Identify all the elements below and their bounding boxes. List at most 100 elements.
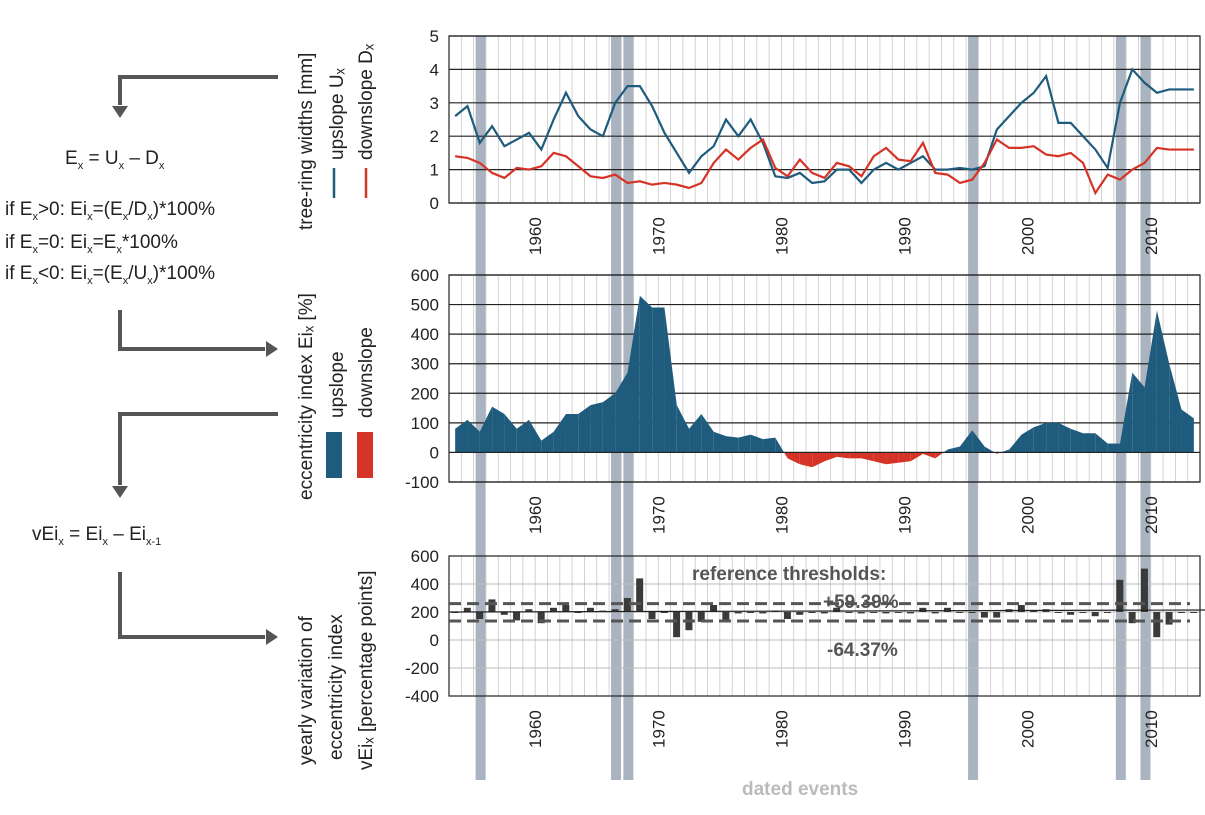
- bar: [943, 607, 951, 612]
- area-segment: [943, 449, 948, 453]
- series-downslope-line: [455, 137, 1194, 196]
- area-segment: [922, 452, 936, 459]
- bar: [636, 578, 644, 612]
- bar: [623, 598, 631, 612]
- legend-downslope-swatch: [357, 432, 373, 478]
- bar: [648, 612, 656, 619]
- formula-condition-positive: if Ex>0: Eix=(Ex/Dx)*100%: [5, 199, 216, 223]
- area-segment: [861, 452, 874, 462]
- area-segment: [972, 430, 985, 453]
- area-segment: [553, 413, 566, 453]
- bar: [549, 607, 557, 612]
- bar: [722, 612, 730, 622]
- bar: [907, 612, 915, 614]
- y-tick-label: 600: [411, 266, 439, 285]
- y-tick-label: 0: [430, 194, 439, 213]
- area-segment: [1058, 422, 1071, 453]
- bar: [1054, 612, 1062, 613]
- bar: [1140, 568, 1148, 612]
- bar: [833, 607, 841, 612]
- bar: [857, 612, 865, 614]
- x-tick-label: 1970: [649, 710, 668, 748]
- dated-event-band-0: [475, 36, 486, 780]
- bar: [919, 607, 927, 612]
- x-tick-label: 1970: [649, 217, 668, 255]
- panel1-legend-downslope: downslope Dₓ: [356, 43, 377, 160]
- threshold-negative-label: -64.37%: [827, 640, 898, 661]
- area-segment: [541, 431, 554, 453]
- area-segment: [529, 419, 542, 453]
- y-tick-label: 3: [430, 94, 439, 113]
- bar: [870, 612, 878, 613]
- bar: [673, 612, 681, 638]
- plot-frame: [448, 274, 1201, 483]
- y-tick-label: 200: [411, 603, 439, 622]
- y-tick-label: 1: [430, 161, 439, 180]
- area-segment: [787, 452, 800, 465]
- bar: [586, 607, 594, 612]
- bar: [574, 612, 582, 613]
- area-segment: [1009, 434, 1022, 453]
- area-segment: [1107, 443, 1120, 453]
- bar: [562, 605, 570, 612]
- bar: [1079, 612, 1087, 613]
- area-segment: [467, 419, 480, 453]
- area-segment: [701, 413, 714, 453]
- panel-yearly-variation: -400 -200 0 200 400 600 1960 1970 1980 1990 2000 20…: [405, 547, 1205, 748]
- bar: [1116, 579, 1124, 612]
- y-tick-label: 100: [411, 414, 439, 433]
- area-segment: [492, 406, 505, 453]
- x-tick-label: 1970: [649, 496, 668, 534]
- panel2-legend-downslope: downslope: [356, 327, 377, 418]
- area-segment: [959, 430, 973, 453]
- baseline: [448, 609, 1205, 613]
- bar: [882, 612, 890, 614]
- area-segment: [1144, 310, 1157, 453]
- arrow-2-head: [266, 341, 278, 357]
- legend-upslope-swatch: [326, 432, 342, 478]
- panel3-ylabel-line2: eccentricity index: [326, 614, 347, 760]
- x-tick-label: 2010: [1142, 496, 1161, 534]
- x-tick-label: 2010: [1142, 217, 1161, 255]
- x-tick-label: 2010: [1142, 710, 1161, 748]
- area-segment: [602, 393, 616, 453]
- area-segment: [1021, 427, 1034, 453]
- area-segment: [590, 402, 603, 453]
- area-segment: [910, 452, 923, 462]
- y-axis-labels: tree-ring widths [mm] upslope Uₓ downslo…: [296, 43, 899, 800]
- dated-event-band-3: [968, 36, 979, 780]
- x-tick-label: 1980: [772, 217, 791, 255]
- bar: [845, 612, 853, 613]
- y-tick-label: 5: [430, 27, 439, 46]
- x-tick-label: 1980: [772, 710, 791, 748]
- y-tick-label: 0: [430, 443, 439, 462]
- bar: [500, 612, 508, 615]
- area-segment: [775, 437, 785, 453]
- area-segment: [784, 452, 788, 459]
- bar: [734, 612, 742, 614]
- area-segment: [516, 419, 530, 453]
- flow-arrows: [112, 75, 278, 645]
- area-segment: [726, 436, 739, 453]
- y-tick-label: 300: [411, 355, 439, 374]
- area-segment: [713, 431, 727, 453]
- bar: [746, 612, 754, 613]
- area-segment: [1095, 433, 1108, 453]
- y-tick-label: 400: [411, 575, 439, 594]
- bar: [611, 609, 619, 612]
- bar: [488, 599, 496, 612]
- arrow-3-head: [112, 486, 128, 498]
- panel1-legend-upslope: upslope Uₓ: [327, 67, 348, 160]
- area-segment: [984, 446, 995, 453]
- panel3-ylabel-line1: yearly variation of: [296, 615, 317, 765]
- bar: [980, 612, 988, 618]
- dated-event-band-4: [1115, 36, 1126, 780]
- area-segment: [762, 437, 776, 453]
- plot-frame: [448, 35, 1201, 204]
- area-segment: [676, 405, 690, 453]
- area-segment: [824, 452, 837, 462]
- arrow-1-path: [118, 75, 278, 105]
- x-tick-label: 1960: [526, 496, 545, 534]
- area-segment: [1156, 310, 1170, 453]
